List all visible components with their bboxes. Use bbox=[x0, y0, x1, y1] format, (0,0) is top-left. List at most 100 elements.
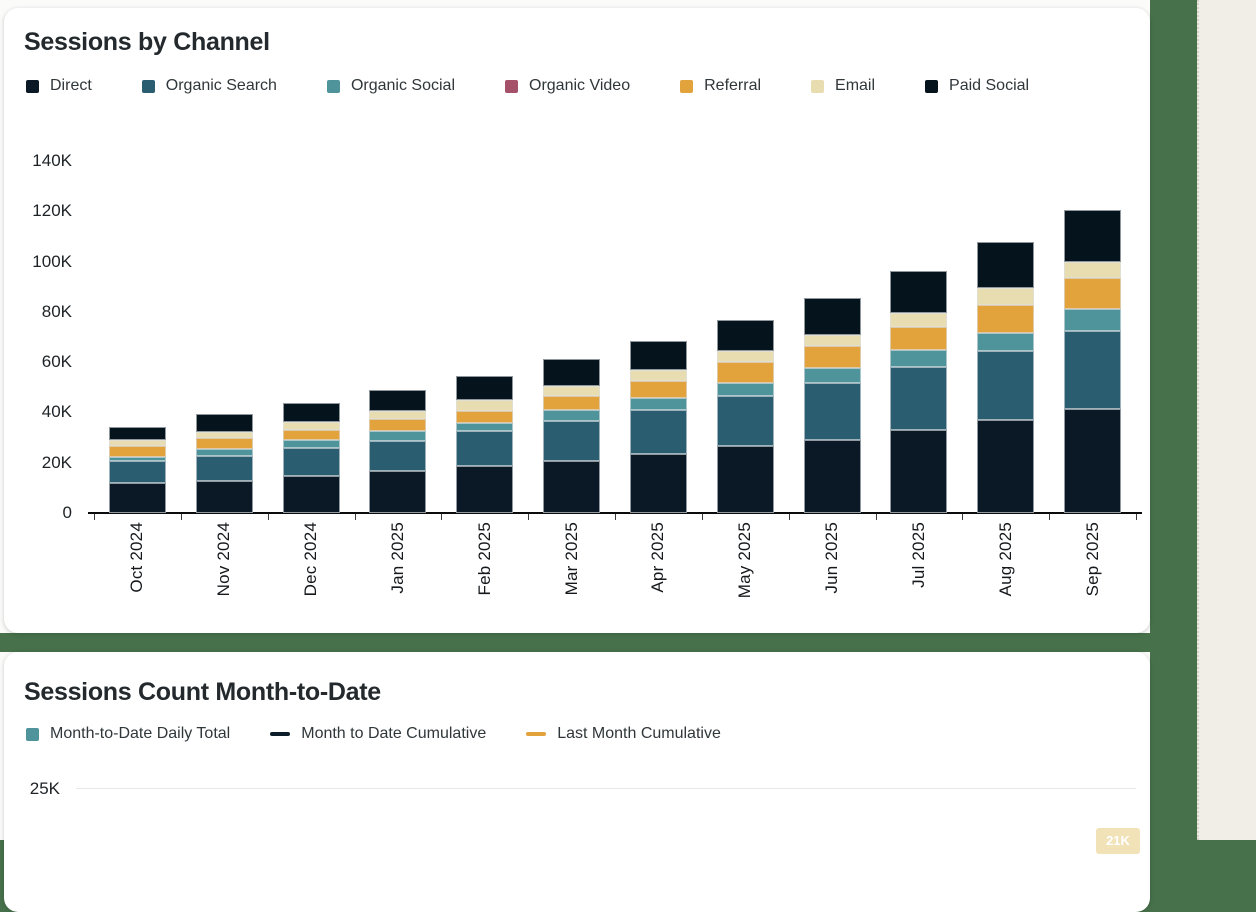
legend-label: Organic Video bbox=[529, 77, 631, 94]
legend-item-email[interactable]: Email bbox=[811, 77, 875, 95]
bar-segment-referral[interactable] bbox=[195, 437, 253, 449]
bar-segment-organic-search[interactable] bbox=[977, 351, 1035, 420]
bar-segment-organic-search[interactable] bbox=[716, 396, 774, 447]
bar-nov-2024[interactable] bbox=[195, 414, 253, 513]
bar-segment-paid-social[interactable] bbox=[543, 358, 601, 387]
bar-jul-2025[interactable] bbox=[890, 270, 948, 513]
bar-segment-referral[interactable] bbox=[369, 418, 427, 432]
bar-segment-direct[interactable] bbox=[977, 419, 1035, 513]
x-axis-tick bbox=[1136, 514, 1137, 520]
bar-segment-organic-social[interactable] bbox=[803, 368, 861, 383]
bar-segment-email[interactable] bbox=[543, 386, 601, 397]
bar-segment-referral[interactable] bbox=[456, 411, 514, 423]
legend-item-direct[interactable]: Direct bbox=[26, 77, 92, 95]
bar-segment-referral[interactable] bbox=[890, 326, 948, 351]
legend-item-organic-social[interactable]: Organic Social bbox=[326, 77, 455, 95]
legend-item-organic-video[interactable]: Organic Video bbox=[505, 77, 630, 95]
partial-data-badge: 21K bbox=[1096, 828, 1140, 854]
bar-segment-referral[interactable] bbox=[803, 345, 861, 369]
bar-segment-direct[interactable] bbox=[108, 483, 166, 513]
bar-segment-paid-social[interactable] bbox=[716, 319, 774, 351]
bar-segment-organic-search[interactable] bbox=[108, 461, 166, 484]
bar-segment-organic-search[interactable] bbox=[369, 440, 427, 471]
bar-segment-paid-social[interactable] bbox=[108, 426, 166, 441]
bar-segment-paid-social[interactable] bbox=[803, 298, 861, 335]
bar-oct-2024[interactable] bbox=[108, 426, 166, 513]
bar-jun-2025[interactable] bbox=[803, 298, 861, 513]
legend-item-paid-social[interactable]: Paid Social bbox=[925, 77, 1029, 95]
bar-segment-paid-social[interactable] bbox=[977, 242, 1035, 288]
bar-apr-2025[interactable] bbox=[629, 341, 687, 513]
bar-segment-email[interactable] bbox=[890, 312, 948, 327]
legend-swatch-icon bbox=[270, 732, 291, 736]
legend-item-month-to-date-cumulative[interactable]: Month to Date Cumulative bbox=[270, 725, 486, 743]
bar-segment-email[interactable] bbox=[369, 411, 427, 419]
bar-segment-organic-social[interactable] bbox=[1064, 309, 1122, 332]
bar-segment-organic-search[interactable] bbox=[1064, 331, 1122, 409]
bar-segment-paid-social[interactable] bbox=[282, 402, 340, 423]
bar-segment-email[interactable] bbox=[195, 431, 253, 438]
bar-segment-direct[interactable] bbox=[629, 453, 687, 513]
bar-may-2025[interactable] bbox=[716, 319, 774, 513]
bar-segment-organic-search[interactable] bbox=[629, 410, 687, 454]
bar-segment-organic-search[interactable] bbox=[543, 421, 601, 461]
bar-segment-email[interactable] bbox=[716, 350, 774, 363]
x-axis-tick bbox=[441, 514, 443, 520]
bar-dec-2024[interactable] bbox=[282, 402, 340, 513]
bar-segment-direct[interactable] bbox=[716, 446, 774, 513]
bar-mar-2025[interactable] bbox=[543, 358, 601, 513]
bar-jan-2025[interactable] bbox=[369, 390, 427, 513]
bar-segment-email[interactable] bbox=[977, 287, 1035, 306]
bar-segment-referral[interactable] bbox=[977, 305, 1035, 333]
bar-segment-referral[interactable] bbox=[543, 396, 601, 411]
bar-segment-referral[interactable] bbox=[1064, 278, 1122, 310]
bar-segment-organic-social[interactable] bbox=[108, 456, 166, 462]
bar-segment-direct[interactable] bbox=[543, 460, 601, 513]
bar-segment-organic-search[interactable] bbox=[456, 431, 514, 467]
bar-segment-organic-social[interactable] bbox=[543, 410, 601, 422]
bar-segment-organic-social[interactable] bbox=[629, 397, 687, 411]
bar-segment-organic-social[interactable] bbox=[716, 383, 774, 397]
bar-segment-referral[interactable] bbox=[716, 362, 774, 384]
bar-segment-organic-social[interactable] bbox=[369, 431, 427, 441]
bar-segment-organic-search[interactable] bbox=[803, 382, 861, 440]
bar-segment-organic-social[interactable] bbox=[977, 332, 1035, 352]
bar-segment-direct[interactable] bbox=[803, 439, 861, 513]
bar-segment-organic-social[interactable] bbox=[282, 440, 340, 448]
bar-segment-organic-social[interactable] bbox=[456, 422, 514, 432]
bar-segment-paid-social[interactable] bbox=[195, 414, 253, 432]
bar-segment-email[interactable] bbox=[108, 440, 166, 447]
x-axis-tick bbox=[701, 514, 703, 520]
bar-segment-email[interactable] bbox=[1064, 261, 1122, 279]
bar-segment-direct[interactable] bbox=[195, 480, 253, 513]
bar-segment-referral[interactable] bbox=[282, 429, 340, 441]
legend-item-month-to-date-daily-total[interactable]: Month-to-Date Daily Total bbox=[26, 725, 230, 743]
bar-segment-organic-search[interactable] bbox=[890, 366, 948, 430]
bar-segment-email[interactable] bbox=[803, 334, 861, 346]
bar-sep-2025[interactable] bbox=[1064, 210, 1122, 513]
bar-segment-paid-social[interactable] bbox=[890, 270, 948, 313]
bar-segment-organic-social[interactable] bbox=[890, 350, 948, 367]
legend-item-referral[interactable]: Referral bbox=[680, 77, 761, 95]
bar-segment-paid-social[interactable] bbox=[369, 390, 427, 412]
bar-segment-referral[interactable] bbox=[629, 381, 687, 398]
bar-segment-email[interactable] bbox=[456, 400, 514, 412]
bar-segment-organic-social[interactable] bbox=[195, 448, 253, 457]
bar-aug-2025[interactable] bbox=[977, 242, 1035, 513]
bar-segment-organic-search[interactable] bbox=[282, 447, 340, 476]
bar-segment-email[interactable] bbox=[282, 422, 340, 430]
bar-feb-2025[interactable] bbox=[456, 376, 514, 513]
bar-segment-referral[interactable] bbox=[108, 446, 166, 457]
bar-segment-email[interactable] bbox=[629, 370, 687, 382]
legend-item-organic-search[interactable]: Organic Search bbox=[141, 77, 277, 95]
bar-segment-direct[interactable] bbox=[456, 466, 514, 513]
bar-segment-paid-social[interactable] bbox=[1064, 210, 1122, 262]
bar-segment-direct[interactable] bbox=[369, 470, 427, 513]
bar-segment-paid-social[interactable] bbox=[456, 376, 514, 401]
bar-segment-direct[interactable] bbox=[282, 475, 340, 513]
legend-item-last-month-cumulative[interactable]: Last Month Cumulative bbox=[526, 725, 721, 743]
bar-segment-direct[interactable] bbox=[890, 429, 948, 513]
bar-segment-organic-search[interactable] bbox=[195, 456, 253, 481]
bar-segment-direct[interactable] bbox=[1064, 408, 1122, 513]
bar-segment-paid-social[interactable] bbox=[629, 341, 687, 371]
